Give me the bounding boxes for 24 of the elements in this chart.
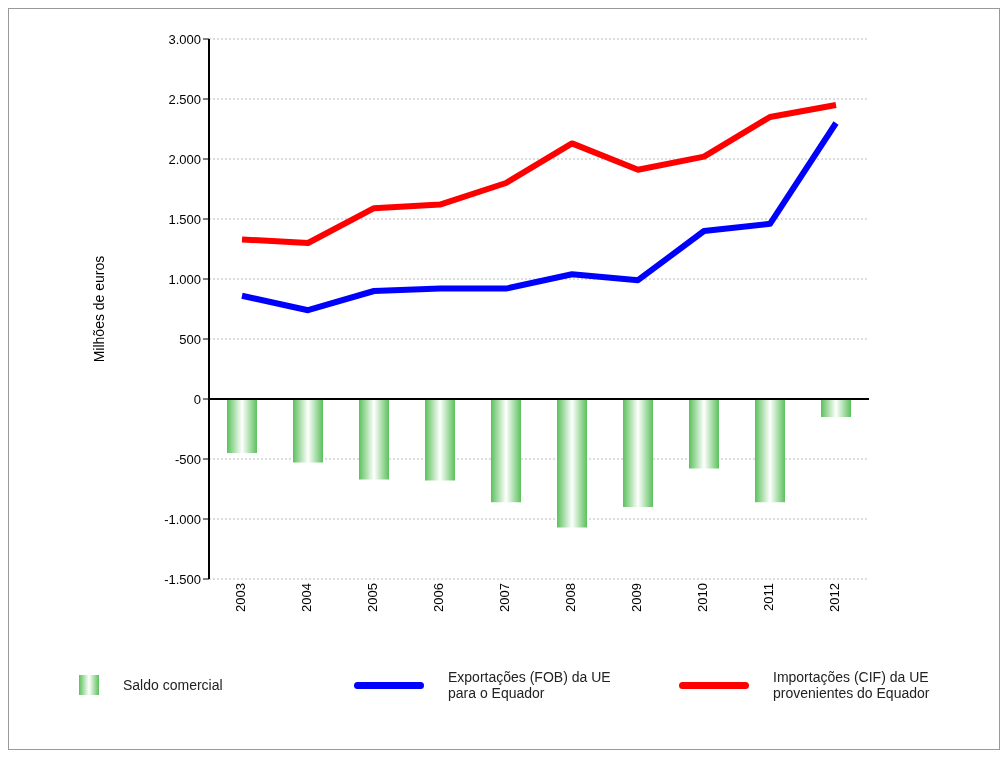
y-tick-label: 0: [193, 391, 201, 407]
x-tick-label: 2003: [233, 583, 249, 612]
y-tick-label: 3.000: [168, 31, 201, 47]
x-tick-label: 2009: [629, 583, 645, 612]
x-tick-label: 2010: [695, 583, 711, 612]
y-tick-label: 1.500: [168, 211, 201, 227]
y-tick-label: 2.000: [168, 151, 201, 167]
x-tick-label: 2006: [431, 583, 447, 612]
x-tick-label: 2005: [365, 583, 381, 612]
legend-label: Saldo comercial: [123, 677, 224, 693]
legend-label: Exportações (FOB) da UE para o Equador: [448, 669, 612, 701]
x-tick-label: 2007: [497, 583, 513, 612]
y-axis-title: Milhões de euros: [90, 255, 107, 363]
y-tick-label: -1.500: [164, 571, 201, 587]
legend-label: Importações (CIF) da UE provenientes do Equador: [773, 669, 931, 701]
y-tick-label: 2.500: [168, 91, 201, 107]
x-tick-label: 2004: [299, 583, 315, 612]
x-tick-label: 2012: [827, 583, 843, 612]
y-tick-label: 1.000: [168, 271, 201, 287]
y-tick-label: -500: [174, 451, 201, 467]
y-tick-label: 500: [179, 331, 201, 347]
x-tick-label: 2011: [761, 583, 777, 611]
x-tick-label: 2008: [563, 583, 579, 612]
y-tick-label: -1.000: [164, 511, 201, 527]
